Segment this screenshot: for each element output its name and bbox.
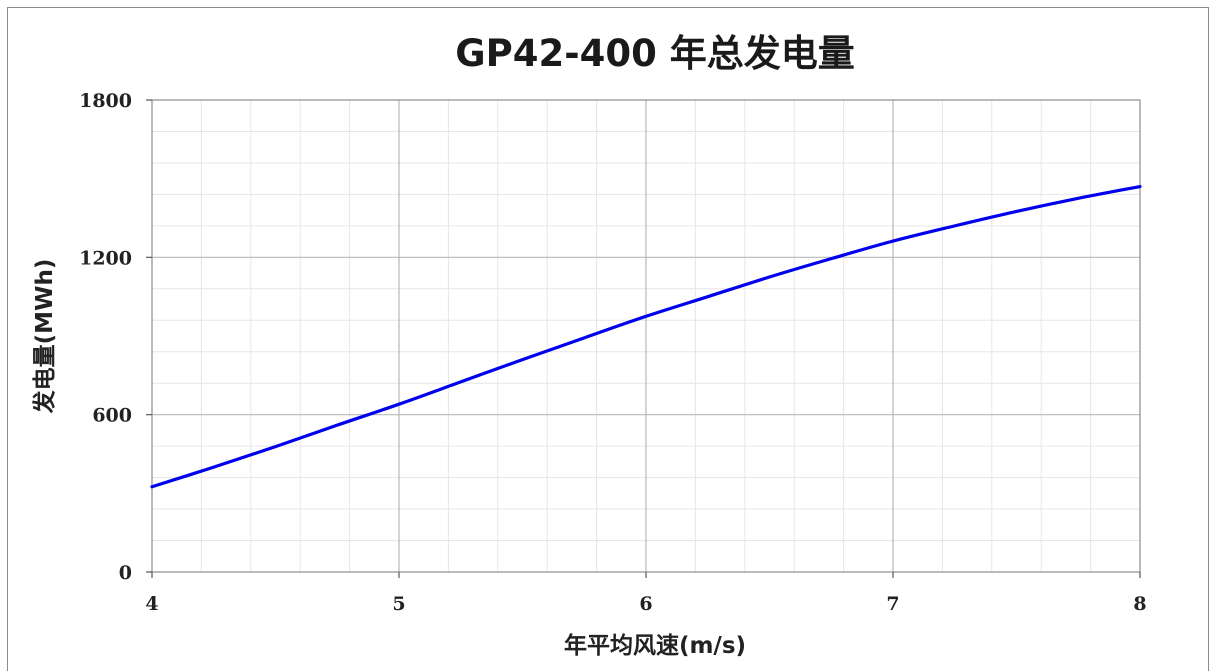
y-axis-ticks: 0 600 1200 1800 <box>79 90 152 584</box>
y-tick-label: 1800 <box>79 90 132 112</box>
y-tick-label: 0 <box>119 562 132 584</box>
series-line <box>150 184 1142 489</box>
y-axis-label: 发电量(MWh) <box>31 259 58 415</box>
x-tick-label: 6 <box>639 593 652 615</box>
x-tick-label: 5 <box>392 593 405 615</box>
chart-title: GP42-400 年总发电量 <box>455 32 854 75</box>
x-axis-label: 年平均风速(m/s) <box>564 632 746 659</box>
x-tick-label: 4 <box>145 593 158 615</box>
y-tick-label: 600 <box>92 405 132 427</box>
major-grid <box>152 100 1140 572</box>
x-tick-label: 7 <box>886 593 899 615</box>
x-axis-ticks: 4 5 6 7 8 <box>145 572 1147 615</box>
y-tick-label: 1200 <box>79 247 132 269</box>
chart-frame <box>7 7 1209 671</box>
x-tick-label: 8 <box>1133 593 1146 615</box>
